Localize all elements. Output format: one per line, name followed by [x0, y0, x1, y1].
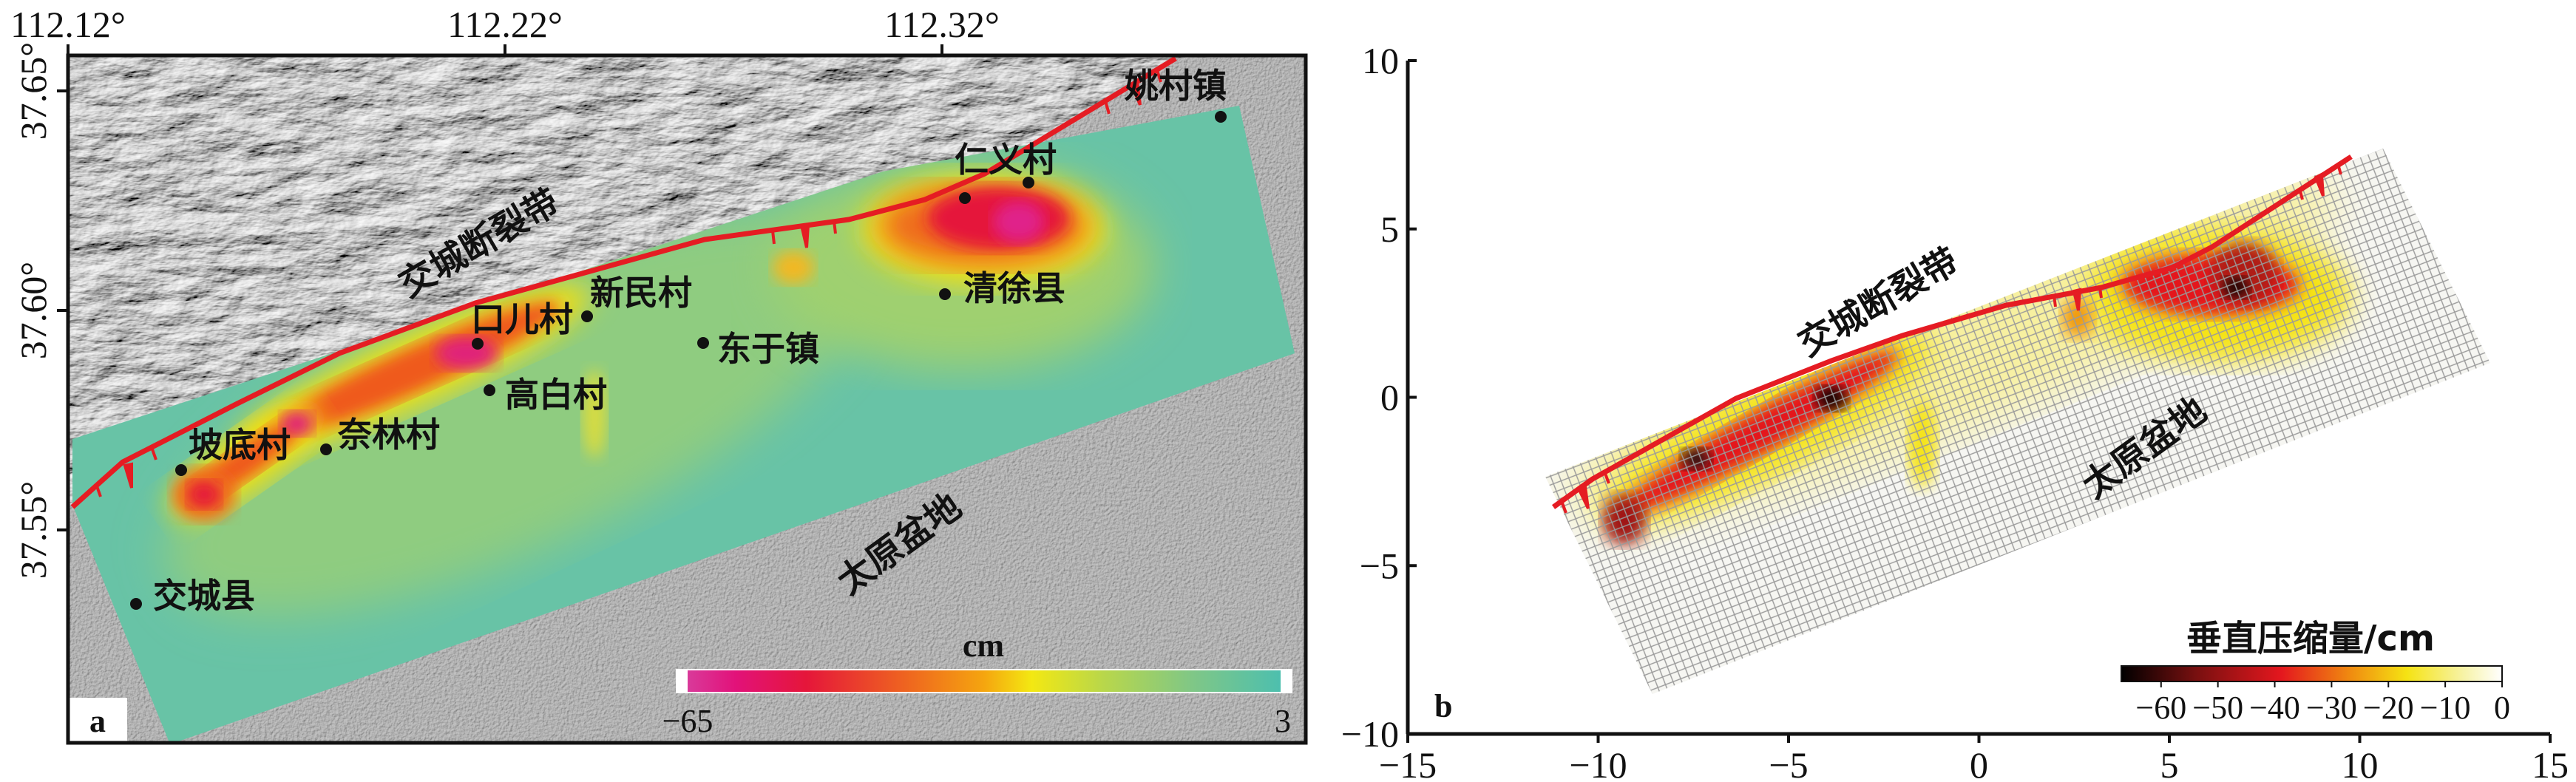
colorbar-max-label: 3 — [1275, 703, 1291, 739]
lat-tick-label: 37.60° — [13, 262, 54, 360]
fault-hanging-wall-ticks-b — [1560, 163, 2342, 514]
panel-label-box — [68, 698, 127, 743]
x-tick-label: 10 — [2342, 744, 2379, 782]
colorbar-a: cm −65 3 — [662, 628, 1292, 739]
place-dot — [959, 192, 971, 204]
x-tick-label: −15 — [1379, 744, 1437, 782]
y-tick-label: −10 — [1341, 713, 1399, 755]
fault-hanging-wall-ticks — [95, 69, 1162, 497]
x-tick-label: −5 — [1769, 744, 1808, 782]
subsidence-zone-podi — [169, 405, 319, 520]
place-dot — [130, 598, 142, 610]
place-label-nailin: 奈林村 — [337, 415, 440, 455]
colorbar-tick-label: −20 — [2363, 690, 2414, 726]
lon-tick-label: 112.22° — [447, 4, 563, 45]
colorbar-b: 垂直压缩量/cm −60 −50 −40 −30 −20 −10 0 — [2121, 618, 2510, 726]
panel-a-frame — [66, 53, 1308, 745]
place-dot — [581, 310, 593, 322]
x-tick-label: 15 — [2532, 744, 2569, 782]
place-markers: 姚村镇 仁义村 清徐县 新民村 口儿村 东于镇 高白村 奈林村 坡底村 交城县 — [130, 66, 1227, 616]
colorbar-tick-label: −10 — [2420, 690, 2471, 726]
panel-label-b: b — [1434, 688, 1452, 724]
y-tick-label: 5 — [1380, 208, 1399, 250]
colorbar-tick-label: 0 — [2494, 690, 2510, 726]
x-tick-label: −10 — [1569, 744, 1627, 782]
place-label-jiaocheng: 交城县 — [153, 576, 255, 616]
colorbar-tick-label: −60 — [2135, 690, 2186, 726]
place-dot — [484, 384, 495, 396]
x-tick-label: 5 — [2160, 744, 2179, 782]
panel-a-axes: 112.12° 112.22° 112.32° 37.65° 37.60° 37.55° — [10, 4, 1000, 579]
subsidence-zone-qingxu — [861, 174, 1105, 285]
place-label-gaobai: 高白村 — [505, 375, 607, 415]
place-dot — [472, 338, 484, 350]
place-dot — [1023, 177, 1034, 188]
colorbar-tick-label: −30 — [2306, 690, 2357, 726]
colorbar-unit: cm — [963, 628, 1004, 664]
y-tick-label: 0 — [1380, 377, 1399, 418]
y-tick-label: −5 — [1360, 545, 1399, 586]
colorbar-gradient-b — [2121, 665, 2503, 682]
place-dot — [939, 288, 951, 300]
lon-tick-label: 112.32° — [884, 4, 1000, 45]
colorbar-tick-label: −50 — [2192, 690, 2243, 726]
place-label-xinmin: 新民村 — [590, 273, 692, 313]
place-label-podi: 坡底村 — [189, 425, 291, 465]
place-label-qingxu: 清徐县 — [963, 268, 1065, 308]
place-label-kouer: 口儿村 — [471, 299, 573, 339]
y-tick-label: 10 — [1362, 40, 1399, 81]
panel-label-a: a — [89, 703, 106, 739]
panel-b-plot: 交城断裂带 太原盆地 垂直压缩量/cm −60 −50 −40 −30 −20 −10 0 … — [1434, 149, 2510, 726]
place-dot — [175, 464, 187, 476]
colorbar-tick-label: −40 — [2249, 690, 2300, 726]
colorbar-gradient — [688, 670, 1281, 692]
lon-tick-label: 112.12° — [10, 4, 126, 45]
lat-tick-label: 37.55° — [13, 481, 54, 579]
place-dot — [697, 337, 709, 349]
place-label-yaocun: 姚村镇 — [1124, 66, 1227, 106]
place-dot — [320, 443, 332, 455]
subsidence-spot — [773, 251, 814, 284]
lat-tick-label: 37.65° — [13, 42, 54, 140]
place-label-dongyu: 东于镇 — [717, 329, 819, 369]
jiaocheng-fault-line-b — [1551, 154, 2353, 509]
x-tick-label: 0 — [1970, 744, 1988, 782]
colorbar-title: 垂直压缩量/cm — [2186, 618, 2435, 659]
place-dot — [1215, 111, 1227, 123]
jiaocheng-fault-line — [70, 56, 1177, 509]
panel-a-map: 姚村镇 仁义村 清徐县 新民村 口儿村 东于镇 高白村 奈林村 坡底村 交城县 … — [68, 55, 1306, 743]
place-label-renyi: 仁义村 — [955, 140, 1057, 180]
colorbar-min-label: −65 — [662, 703, 714, 739]
